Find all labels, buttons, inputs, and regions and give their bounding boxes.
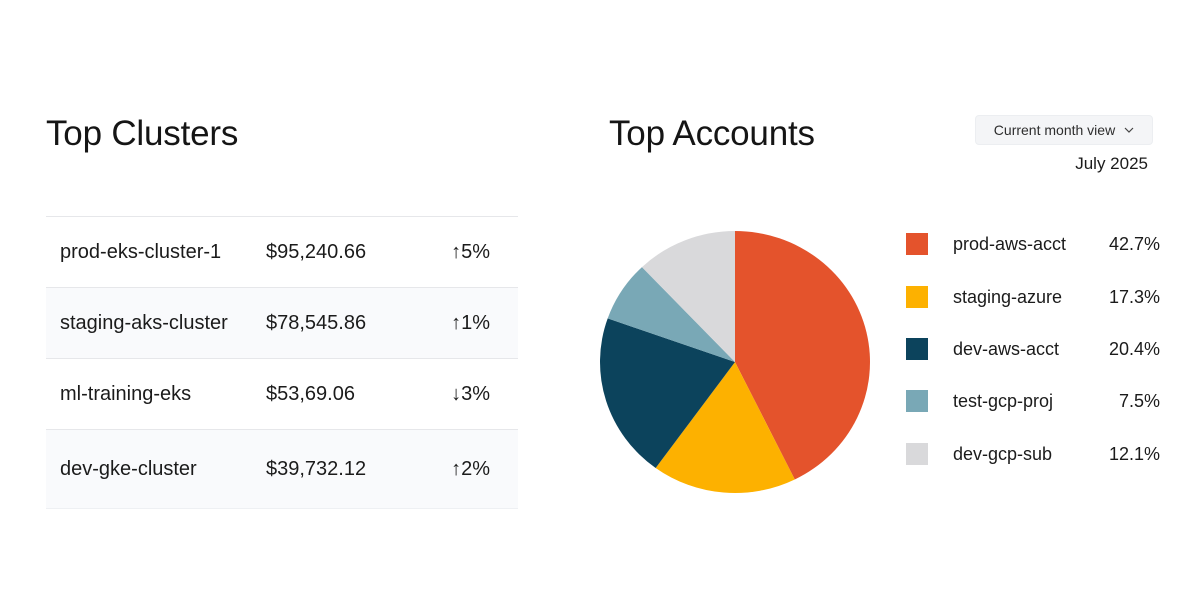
view-select-label: Current month view (993, 122, 1116, 138)
table-row[interactable]: dev-gke-cluster $39,732.12 ↑2% (46, 429, 518, 509)
legend-percent: 20.4% (1108, 338, 1160, 359)
cluster-cost: $39,732.12 (266, 457, 367, 480)
pie-slice-test-gcp-proj[interactable] (607, 267, 735, 362)
table-row[interactable]: prod-eks-cluster-1 $95,240.66 ↑5% (46, 216, 518, 288)
legend-item[interactable]: prod-aws-acct 42.7% (906, 232, 1160, 256)
chevron-down-icon (1124, 127, 1134, 133)
legend-swatch (906, 286, 928, 308)
pie-slice-prod-aws-acct[interactable] (735, 231, 870, 480)
cluster-trend: ↑1% (451, 311, 490, 334)
legend-label: dev-gcp-sub (953, 443, 1053, 464)
cluster-trend: ↑2% (451, 457, 490, 480)
top-clusters-panel: Top Clusters prod-eks-cluster-1 $95,240.… (46, 112, 518, 509)
top-accounts-title: Top Accounts (609, 114, 815, 153)
legend-item[interactable]: dev-aws-acct 20.4% (906, 337, 1160, 361)
top-clusters-title: Top Clusters (46, 114, 239, 153)
table-row[interactable]: ml-training-eks $53,69.06 ↓3% (46, 358, 518, 430)
legend-label: staging-azure (953, 286, 1063, 307)
legend-percent: 7.5% (1118, 390, 1160, 411)
legend-item[interactable]: staging-azure 17.3% (906, 285, 1160, 309)
legend-label: prod-aws-acct (953, 233, 1067, 254)
clusters-table: prod-eks-cluster-1 $95,240.66 ↑5% stagin… (46, 216, 518, 509)
pie-slice-dev-aws-acct[interactable] (600, 318, 735, 468)
cluster-cost: $78,545.86 (266, 311, 367, 334)
pie-slice-dev-gcp-sub[interactable] (641, 231, 735, 362)
cluster-cost: $95,240.66 (266, 240, 367, 263)
accounts-pie-chart (598, 229, 872, 495)
cluster-trend: ↑5% (451, 240, 490, 263)
cluster-name: staging-aks-cluster (60, 311, 228, 334)
legend-label: dev-aws-acct (953, 338, 1060, 359)
cluster-name: ml-training-eks (60, 382, 192, 405)
legend-item[interactable]: dev-gcp-sub 12.1% (906, 442, 1160, 466)
legend-swatch (906, 233, 928, 255)
pie-svg (600, 231, 870, 493)
cluster-cost: $53,69.06 (266, 382, 355, 405)
legend-percent: 12.1% (1108, 443, 1160, 464)
legend-swatch (906, 338, 928, 360)
legend-percent: 17.3% (1108, 286, 1160, 307)
cluster-name: prod-eks-cluster-1 (60, 240, 222, 263)
pie-slice-staging-azure[interactable] (655, 362, 795, 493)
legend-label: test-gcp-proj (953, 390, 1054, 411)
legend-percent: 42.7% (1108, 233, 1160, 254)
period-label: July 2025 (1075, 154, 1148, 173)
cluster-trend: ↓3% (451, 382, 490, 405)
cluster-name: dev-gke-cluster (60, 457, 197, 480)
legend-item[interactable]: test-gcp-proj 7.5% (906, 389, 1160, 413)
table-row[interactable]: staging-aks-cluster $78,545.86 ↑1% (46, 287, 518, 359)
view-select[interactable]: Current month view (975, 115, 1153, 145)
legend-swatch (906, 443, 928, 465)
legend-swatch (906, 390, 928, 412)
